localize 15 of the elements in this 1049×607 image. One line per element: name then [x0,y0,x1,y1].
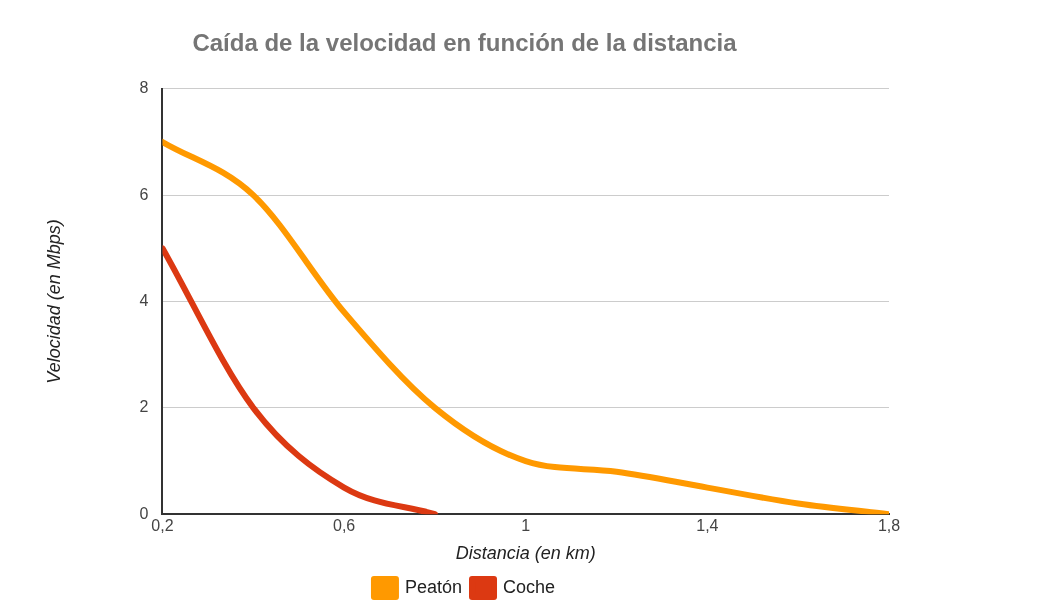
x-tick-label: 1 [521,517,531,535]
y-tick-label: 8 [139,79,149,97]
y-tick-label: 0 [139,504,149,522]
x-axis-title: Distancia (en km) [455,543,596,564]
legend-label: Coche [503,576,556,597]
x-tick-label: 0,2 [151,517,174,535]
y-tick-label: 2 [139,398,149,416]
y-tick-label: 6 [139,185,149,203]
y-axis-title: Velocidad (en Mbps) [43,219,64,384]
x-tick-label: 1,4 [696,517,719,535]
y-tick-label: 4 [139,291,149,309]
legend-label: Peatón [404,576,463,597]
chart-title: Caída de la velocidad en función de la distancia [192,29,738,57]
x-tick-label: 1,8 [877,517,901,535]
x-tick-label: 0,6 [333,517,356,535]
